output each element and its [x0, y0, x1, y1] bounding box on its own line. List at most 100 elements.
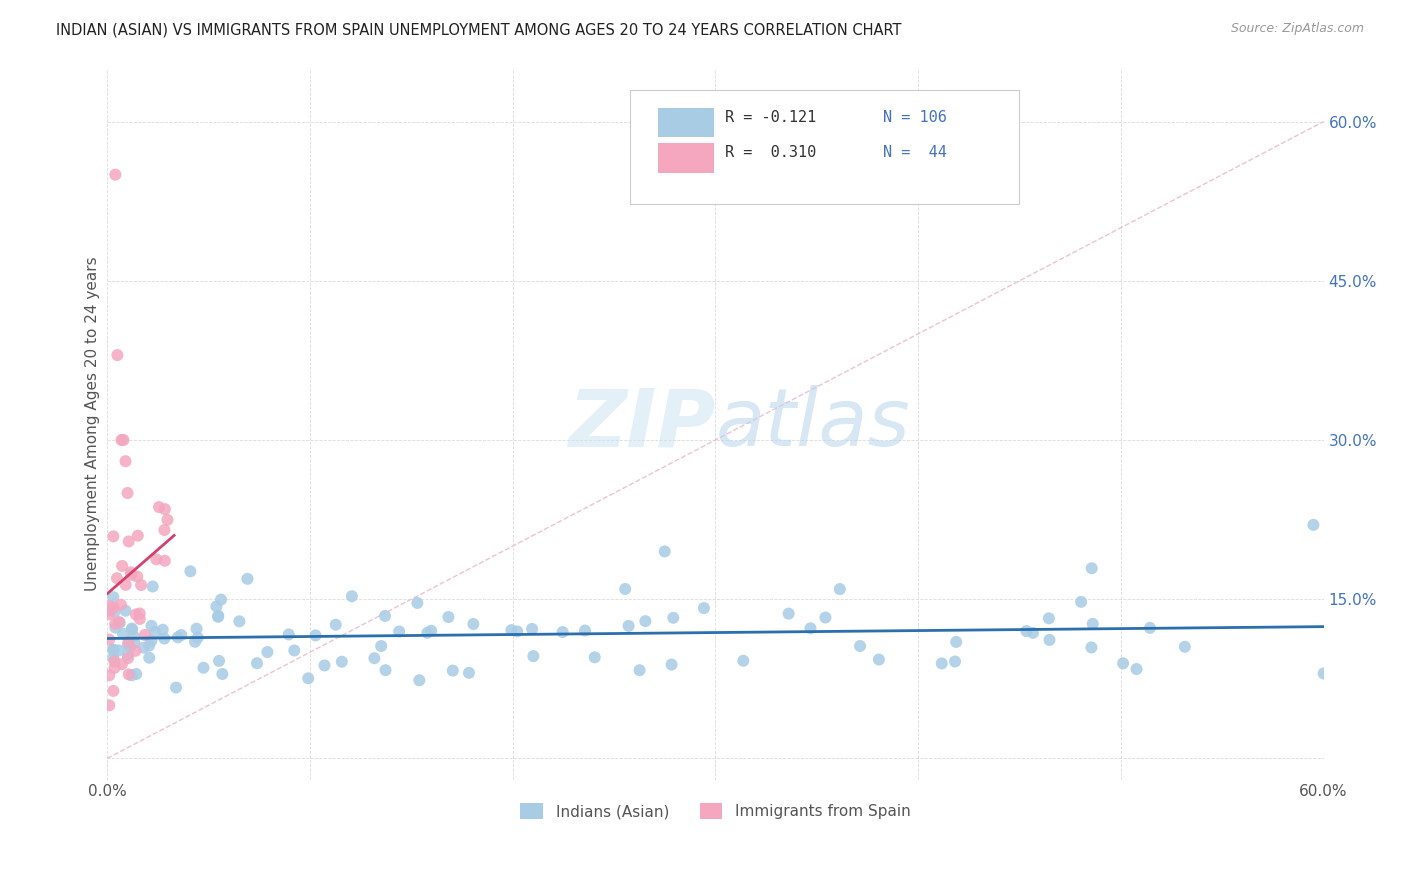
Point [117, 486, 139, 500]
Point [256, 645, 278, 659]
Point [153, 554, 176, 568]
Point [1312, 666, 1334, 681]
Point [437, 610, 460, 624]
Point [778, 607, 800, 621]
FancyBboxPatch shape [630, 90, 1019, 203]
Point [931, 657, 953, 671]
Point [104, 616, 127, 631]
Point [170, 628, 193, 642]
Point [945, 635, 967, 649]
Point [1081, 616, 1104, 631]
Point [153, 523, 176, 537]
Point [314, 658, 336, 673]
Point [693, 601, 716, 615]
Point [121, 668, 143, 682]
Point [103, 529, 125, 543]
Text: N = 106: N = 106 [883, 110, 948, 125]
Point [111, 657, 134, 672]
Point [208, 654, 231, 668]
Point [132, 640, 155, 655]
Point [943, 655, 966, 669]
Point [117, 651, 139, 665]
Text: ZIP: ZIP [568, 385, 716, 463]
Point [114, 578, 136, 592]
Point [124, 644, 146, 658]
Point [108, 615, 131, 630]
Point [138, 639, 160, 653]
Point [187, 631, 209, 645]
Point [1080, 640, 1102, 655]
Point [1080, 561, 1102, 575]
Point [297, 671, 319, 685]
Point [153, 502, 176, 516]
Point [420, 624, 443, 638]
Point [117, 638, 139, 652]
Point [121, 623, 143, 637]
Point [128, 612, 150, 626]
Point [340, 589, 363, 603]
Point [125, 607, 148, 622]
Point [104, 621, 127, 635]
Point [156, 513, 179, 527]
Point [408, 673, 430, 688]
Text: R =  0.310: R = 0.310 [725, 145, 817, 161]
Point [617, 619, 640, 633]
Point [330, 655, 353, 669]
Text: INDIAN (ASIAN) VS IMMIGRANTS FROM SPAIN UNEMPLOYMENT AMONG AGES 20 TO 24 YEARS C: INDIAN (ASIAN) VS IMMIGRANTS FROM SPAIN … [56, 22, 901, 37]
Point [416, 625, 439, 640]
Point [506, 624, 529, 639]
Point [141, 619, 163, 633]
Point [114, 454, 136, 468]
Point [117, 635, 139, 649]
Point [799, 621, 821, 635]
Point [370, 639, 392, 653]
Point [122, 629, 145, 643]
Point [277, 627, 299, 641]
Point [111, 558, 134, 573]
Text: atlas: atlas [716, 385, 910, 463]
Point [121, 622, 143, 636]
Point [98, 668, 121, 682]
Point [388, 624, 411, 639]
Point [148, 500, 170, 514]
Point [406, 596, 429, 610]
Point [98, 599, 121, 613]
Point [107, 643, 129, 657]
Point [127, 529, 149, 543]
Point [1139, 621, 1161, 635]
Point [138, 650, 160, 665]
Point [849, 639, 872, 653]
Point [186, 622, 208, 636]
Point [103, 642, 125, 657]
Point [628, 663, 651, 677]
Point [583, 650, 606, 665]
Point [141, 633, 163, 648]
Point [1022, 625, 1045, 640]
Point [574, 624, 596, 638]
Point [661, 657, 683, 672]
Point [283, 643, 305, 657]
Point [228, 615, 250, 629]
Point [246, 657, 269, 671]
Point [118, 640, 141, 654]
Point [522, 649, 544, 664]
Point [152, 623, 174, 637]
Point [211, 667, 233, 681]
Point [184, 635, 207, 649]
Point [463, 617, 485, 632]
Point [145, 552, 167, 566]
Point [114, 604, 136, 618]
Point [166, 630, 188, 644]
Point [98, 603, 121, 617]
Point [120, 566, 142, 580]
Point [207, 610, 229, 624]
Point [662, 611, 685, 625]
Point [112, 627, 135, 641]
Point [209, 592, 232, 607]
Point [1070, 595, 1092, 609]
Point [103, 590, 125, 604]
Point [1174, 640, 1197, 654]
Point [363, 651, 385, 665]
Point [117, 648, 139, 662]
Point [104, 168, 127, 182]
